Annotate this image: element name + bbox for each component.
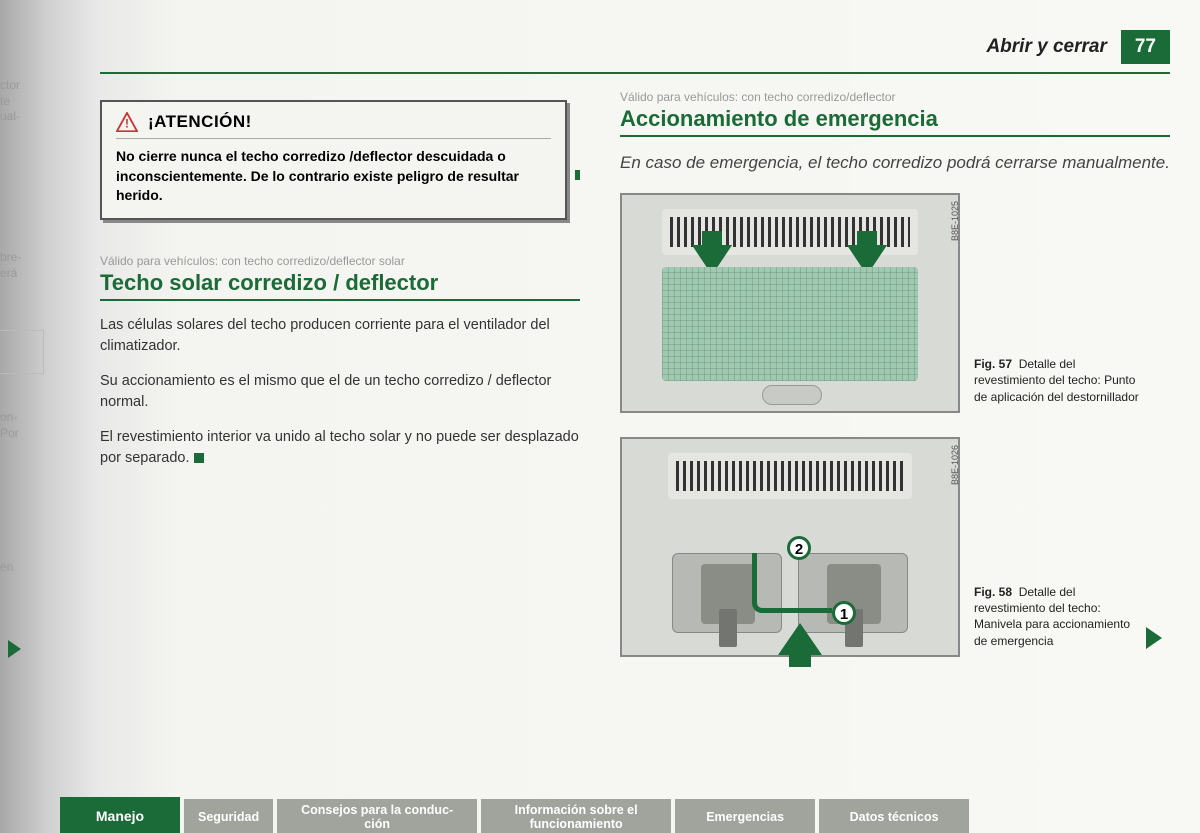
ghost-text: én — [0, 560, 48, 576]
figure-label: Fig. 58 — [974, 585, 1012, 599]
svg-text:!: ! — [125, 117, 129, 131]
figure-58-caption-wrap: Fig. 58 Detalle del revestimiento del te… — [974, 584, 1144, 657]
ghost-box — [0, 330, 44, 374]
end-mark-icon — [575, 170, 580, 180]
subsection-subtitle: En caso de emergencia, el techo corrediz… — [620, 151, 1170, 175]
vent-panel — [668, 453, 912, 499]
tab-emergencias[interactable]: Emergencias — [675, 799, 815, 833]
figure-57-row: B8E-1025 Fig. 57 Detalle del revestimien… — [620, 193, 1170, 413]
subsection-title: Accionamiento de emergencia — [620, 106, 1170, 137]
body-paragraph: Las células solares del techo producen c… — [100, 315, 580, 357]
figure-code: B8E-1026 — [950, 445, 960, 485]
figure-57-caption: Fig. 57 Detalle del revestimiento del te… — [974, 356, 1144, 413]
warning-box: ! ¡ATENCIÓN! No cierre nunca el techo co… — [100, 100, 567, 220]
figure-58-image: B8E-1026 1 2 — [620, 437, 960, 657]
warning-triangle-icon: ! — [116, 112, 138, 132]
tab-datos[interactable]: Datos técnicos — [819, 799, 969, 833]
figure-code: B8E-1025 — [950, 201, 960, 241]
ghost-continue-icon — [8, 640, 21, 658]
ghost-text: bre-erá — [0, 250, 48, 281]
body-paragraph: Su accionamiento es el mismo que el de u… — [100, 371, 580, 413]
motion-path — [752, 553, 832, 613]
body-text: El revestimiento interior va unido al te… — [100, 429, 579, 466]
tab-consejos[interactable]: Consejos para la conduc- ción — [277, 799, 477, 833]
warning-title: ¡ATENCIÓN! — [148, 112, 252, 132]
figure-57-image: B8E-1025 — [620, 193, 960, 413]
page-header: Abrir y cerrar 77 — [986, 30, 1170, 64]
page-number: 77 — [1121, 30, 1170, 64]
warning-header: ! ¡ATENCIÓN! — [116, 112, 551, 139]
body-paragraph: El revestimiento interior va unido al te… — [100, 427, 580, 469]
left-column: ! ¡ATENCIÓN! No cierre nunca el techo co… — [100, 100, 580, 483]
ghost-text: ctorteual- — [0, 78, 48, 125]
crank-mechanism — [701, 564, 755, 624]
figure-58-caption: Fig. 58 Detalle del revestimiento del te… — [974, 584, 1144, 657]
warning-body: No cierre nunca el techo corredizo /defl… — [116, 147, 551, 206]
tab-manejo[interactable]: Manejo — [60, 797, 180, 833]
callout-1: 1 — [832, 601, 856, 625]
up-arrow-icon — [778, 623, 822, 655]
ghost-text: on-Por — [0, 410, 48, 441]
valid-for-note: Válido para vehículos: con techo corredi… — [100, 254, 580, 268]
continue-arrow-icon — [1146, 627, 1162, 649]
tab-informacion[interactable]: Información sobre el funcionamiento — [481, 799, 671, 833]
right-column: Válido para vehículos: con techo corredi… — [620, 90, 1170, 657]
section-name: Abrir y cerrar — [986, 36, 1106, 58]
figure-58-row: B8E-1026 1 2 Fig. 58 Detalle del revesti… — [620, 437, 1170, 657]
tab-seguridad[interactable]: Seguridad — [184, 799, 273, 833]
header-rule — [100, 72, 1170, 74]
figure-label: Fig. 57 — [974, 357, 1012, 371]
valid-for-note: Válido para vehículos: con techo corredi… — [620, 90, 1170, 104]
rocker-switch — [762, 385, 822, 405]
end-mark-icon — [194, 453, 204, 463]
cover-panel — [662, 267, 918, 381]
callout-2: 2 — [787, 536, 811, 560]
subsection-title: Techo solar corredizo / deflector — [100, 270, 580, 301]
page-content: Abrir y cerrar 77 ! ¡ATENCIÓN! No cierre… — [100, 30, 1170, 823]
footer-tabs: Manejo Seguridad Consejos para la conduc… — [60, 793, 1200, 833]
